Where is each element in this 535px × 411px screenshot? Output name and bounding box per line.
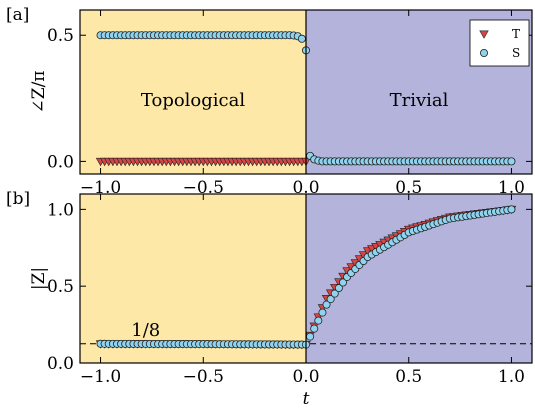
reference-line-label: 1/8 [131, 320, 160, 341]
point-b-s [338, 278, 347, 287]
x-tick-label-b-3: 0.5 [395, 367, 422, 387]
point-b-s [507, 205, 516, 214]
panel-a-label: [a] [6, 5, 29, 25]
x-tick-label-a-3: 0.5 [395, 178, 422, 198]
panel-a: −1.0 −0.5 0.0 0.5 1.0 0.0 0.5 [a] ∠Z/π Topolog… [6, 5, 533, 198]
x-tick-label-b-2: 0.0 [292, 367, 319, 387]
panel-b-ylabel: |Z| [29, 267, 49, 290]
x-tick-label-a-2: 0.0 [292, 178, 319, 198]
point-b-s [306, 332, 315, 341]
x-tick-label-a-0: −1.0 [80, 178, 121, 198]
x-tick-label-b-1: −0.5 [183, 367, 224, 387]
x-tick-label-b-0: −1.0 [80, 367, 121, 387]
y-tick-label-a-1: 0.5 [47, 26, 74, 46]
x-axis-label: t [303, 389, 310, 409]
panel-b-label: [b] [6, 189, 30, 209]
legend-label-s: S [512, 46, 520, 60]
point-b-s [318, 308, 327, 317]
x-tick-label-b-4: 1.0 [498, 367, 525, 387]
legend-marker-s [479, 49, 488, 58]
y-tick-label-b-2: 1.0 [47, 200, 74, 220]
legend: T S [469, 19, 530, 67]
panel-a-marks [95, 31, 516, 167]
y-tick-label-b-0: 0.0 [47, 354, 74, 374]
point-b-s [330, 289, 339, 298]
point-b-s [310, 324, 319, 333]
panel-a-ticks: −1.0 −0.5 0.0 0.5 1.0 0.0 0.5 [47, 10, 532, 198]
legend-label-t: T [512, 27, 520, 41]
y-tick-label-b-1: 0.5 [47, 277, 74, 297]
topological-region-b [80, 194, 306, 363]
trivial-label: Trivial [390, 90, 449, 111]
point-b-s [326, 295, 335, 304]
panel-b-ticks: −1.0 −0.5 0.0 0.5 1.0 0.0 0.5 1.0 [47, 194, 532, 387]
point-b-s [314, 316, 323, 325]
point-a-s [507, 157, 516, 166]
point-b-s [322, 300, 331, 309]
x-tick-label-a-1: −0.5 [183, 178, 224, 198]
topological-label: Topological [141, 90, 245, 111]
panel-a-ylabel: ∠Z/π [29, 71, 49, 114]
panel-b-marks [95, 205, 517, 350]
x-tick-label-a-4: 1.0 [498, 178, 525, 198]
legend-box [469, 19, 530, 67]
point-b-s [334, 284, 343, 293]
y-tick-label-a-0: 0.0 [47, 152, 74, 172]
legend-marks [479, 30, 489, 58]
point-a-s [297, 34, 306, 43]
panel-b: −1.0 −0.5 0.0 0.5 1.0 0.0 0.5 1.0 [b] |Z| t 1/8 [6, 189, 533, 409]
legend-marker-t [479, 30, 489, 39]
